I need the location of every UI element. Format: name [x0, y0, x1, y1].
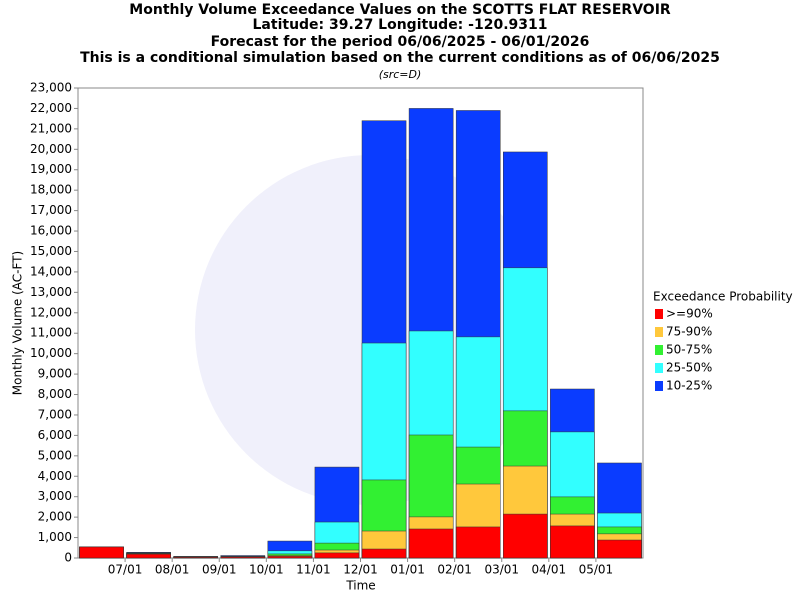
y-tick-label: 6,000 [38, 428, 72, 442]
legend-swatch [655, 381, 663, 391]
x-tick-label: 01/01 [390, 563, 425, 577]
y-axis-label: Monthly Volume (AC-FT) [11, 251, 25, 395]
legend-title: Exceedance Probability [653, 290, 793, 304]
y-tick-label: 2,000 [38, 510, 72, 524]
legend-label: 10-25% [666, 379, 712, 393]
bar [550, 525, 595, 559]
chart-subtitle: (src=D) [379, 68, 422, 81]
bar [126, 553, 171, 559]
x-tick-label: 02/01 [437, 563, 472, 577]
y-tick-label: 11,000 [30, 326, 72, 340]
y-tick-label: 10,000 [30, 346, 72, 360]
x-tick-label: 07/01 [108, 563, 143, 577]
legend-label: >=90% [666, 307, 713, 321]
legend-swatch [655, 345, 663, 355]
x-tick-label: 09/01 [202, 563, 237, 577]
x-tick-label: 03/01 [484, 563, 519, 577]
y-tick-label: 3,000 [38, 489, 72, 503]
y-tick-label: 22,000 [30, 101, 72, 115]
x-tick-label: 05/01 [579, 563, 614, 577]
y-tick-label: 14,000 [30, 264, 72, 278]
bar [597, 539, 642, 559]
y-tick-label: 7,000 [38, 407, 72, 421]
x-tick-label: 11/01 [296, 563, 331, 577]
y-tick-label: 9,000 [38, 367, 72, 381]
x-tick-label: 04/01 [532, 563, 567, 577]
bar [455, 526, 501, 559]
bar [408, 528, 454, 559]
bar [79, 546, 124, 559]
y-tick-label: 13,000 [30, 285, 72, 299]
y-tick-label: 20,000 [30, 142, 72, 156]
y-tick-label: 15,000 [30, 244, 72, 258]
chart-title: Monthly Volume Exceedance Values on the … [129, 2, 671, 18]
x-tick-label: 08/01 [155, 563, 190, 577]
y-tick-label: 0 [64, 551, 72, 565]
y-tick-label: 16,000 [30, 224, 72, 238]
y-tick-label: 23,000 [30, 81, 72, 95]
legend-label: 50-75% [666, 343, 712, 357]
y-tick-label: 1,000 [38, 530, 72, 544]
x-tick-label: 12/01 [343, 563, 378, 577]
legend-label: 25-50% [666, 361, 712, 375]
y-tick-label: 4,000 [38, 469, 72, 483]
y-tick-label: 12,000 [30, 305, 72, 319]
bar [361, 548, 407, 559]
bar [267, 556, 313, 559]
chart-title-line: Latitude: 39.27 Longitude: -120.9311 [253, 17, 548, 33]
legend-swatch [655, 309, 663, 319]
bar [220, 556, 266, 559]
y-tick-label: 18,000 [30, 183, 72, 197]
x-axis-label: Time [345, 579, 375, 593]
x-tick-label: 10/01 [249, 563, 284, 577]
y-tick-label: 21,000 [30, 121, 72, 135]
chart-title-line: This is a conditional simulation based o… [80, 50, 720, 66]
legend-swatch [655, 363, 663, 373]
chart-title-line: Forecast for the period 06/06/2025 - 06/… [211, 34, 590, 50]
bar [173, 556, 219, 559]
y-tick-label: 8,000 [38, 387, 72, 401]
y-tick-label: 19,000 [30, 162, 72, 176]
legend-label: 75-90% [666, 325, 712, 339]
y-tick-label: 5,000 [38, 448, 72, 462]
y-tick-label: 17,000 [30, 203, 72, 217]
legend-swatch [655, 327, 663, 337]
bar [314, 552, 360, 559]
bar [503, 513, 548, 559]
